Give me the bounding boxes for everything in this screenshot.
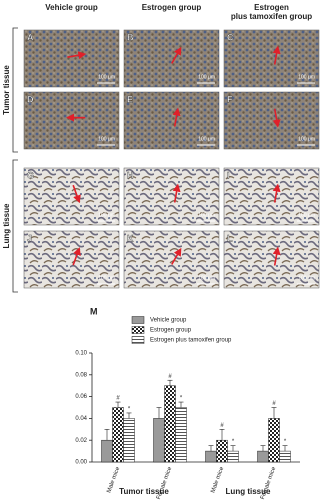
legend-label: Estrogen plus tamoxifen group — [150, 338, 232, 344]
red-arrow — [67, 51, 87, 60]
panel-letter: D — [27, 94, 34, 104]
scale-label: 100 μm — [98, 275, 115, 281]
panel-letter: B — [127, 32, 134, 42]
bar — [153, 418, 165, 463]
legend-swatch — [131, 316, 145, 324]
panel-letter: H — [127, 170, 134, 180]
bar — [164, 385, 176, 463]
significance-marker: # — [116, 396, 120, 402]
bar — [123, 418, 135, 463]
micrograph — [223, 91, 320, 150]
micrograph — [123, 91, 220, 150]
y-tick-label: 0.02 — [75, 438, 87, 444]
legend-swatch — [131, 336, 145, 344]
panel-letter: K — [127, 233, 134, 243]
micrograph — [23, 230, 120, 289]
panel-letter: G — [27, 170, 34, 180]
bar — [175, 407, 187, 463]
bar — [205, 450, 217, 463]
scale-label: 100 μm — [98, 212, 115, 218]
x-tick-label: Male mice — [210, 466, 225, 494]
bar — [216, 439, 228, 463]
group-label: Lung tissue — [226, 487, 271, 496]
scale-label: 100 μm — [198, 136, 215, 142]
micrograph — [223, 230, 320, 289]
panel-letter: C — [227, 32, 234, 42]
significance-marker: # — [220, 423, 224, 429]
panel-letter: F — [227, 94, 233, 104]
bar — [268, 418, 280, 463]
scale-label: 100 μm — [298, 136, 315, 142]
legend-label: Vehicle group — [150, 318, 187, 324]
scale-label: 100 μm — [198, 212, 215, 218]
column-header: Estrogen plus tamoxifen group — [231, 3, 312, 21]
micrograph — [23, 29, 120, 88]
micrograph — [223, 167, 320, 226]
header-line: plus tamoxifen group — [231, 12, 312, 21]
significance-marker: * — [232, 439, 235, 445]
column-header: Estrogen group — [142, 3, 202, 12]
red-arrow — [172, 183, 181, 203]
significance-marker: * — [284, 439, 287, 445]
panel-letter: A — [27, 32, 34, 42]
column-header: Vehicle group — [45, 3, 98, 12]
scale-label: 100 μm — [198, 275, 215, 281]
y-tick-label: 0.10 — [75, 351, 87, 357]
legend-swatch — [131, 326, 145, 334]
micrograph — [23, 167, 120, 226]
y-tick-label: 0.08 — [75, 372, 87, 378]
bar — [227, 450, 239, 463]
y-tick-label: 0.06 — [75, 394, 87, 400]
scale-label: 100 μm — [298, 74, 315, 80]
significance-marker: # — [168, 374, 172, 380]
red-arrow — [272, 246, 281, 266]
y-tick-label: 0.04 — [75, 416, 87, 422]
significance-marker: # — [272, 401, 276, 407]
scale-label: 100 μm — [298, 212, 315, 218]
panel-letter: J — [27, 233, 32, 243]
panel-letter: I — [227, 170, 230, 180]
bar — [279, 450, 291, 463]
y-tick-label: 0.00 — [75, 460, 87, 466]
red-arrow — [171, 46, 182, 64]
micrograph — [123, 29, 220, 88]
scale-label: 100 μm — [98, 74, 115, 80]
significance-marker: * — [128, 407, 131, 413]
bar — [257, 450, 269, 463]
red-arrow — [72, 184, 81, 204]
panel-letter: L — [227, 233, 233, 243]
red-arrow — [272, 108, 281, 128]
legend-label: Estrogen group — [150, 328, 192, 334]
row-bracket — [12, 27, 18, 293]
scale-label: 100 μm — [98, 136, 115, 142]
red-arrow — [272, 183, 281, 203]
red-arrow — [72, 247, 81, 266]
red-arrow — [171, 247, 182, 265]
row-label: Lung tissue — [2, 203, 11, 248]
red-arrow — [272, 45, 281, 65]
significance-marker: * — [180, 396, 183, 402]
red-arrow — [172, 107, 181, 127]
bar — [112, 407, 124, 463]
micrograph — [123, 230, 220, 289]
scale-label: 100 μm — [298, 275, 315, 281]
panel-letter: M — [90, 306, 98, 316]
micrograph — [123, 167, 220, 226]
micrograph — [223, 29, 320, 88]
scale-label: 100 μm — [198, 74, 215, 80]
bar — [101, 439, 113, 463]
header-line: Estrogen — [254, 3, 289, 12]
row-label: Tumor tissue — [2, 65, 11, 115]
group-label: Tumor tissue — [119, 487, 169, 496]
panel-letter: E — [127, 94, 133, 104]
